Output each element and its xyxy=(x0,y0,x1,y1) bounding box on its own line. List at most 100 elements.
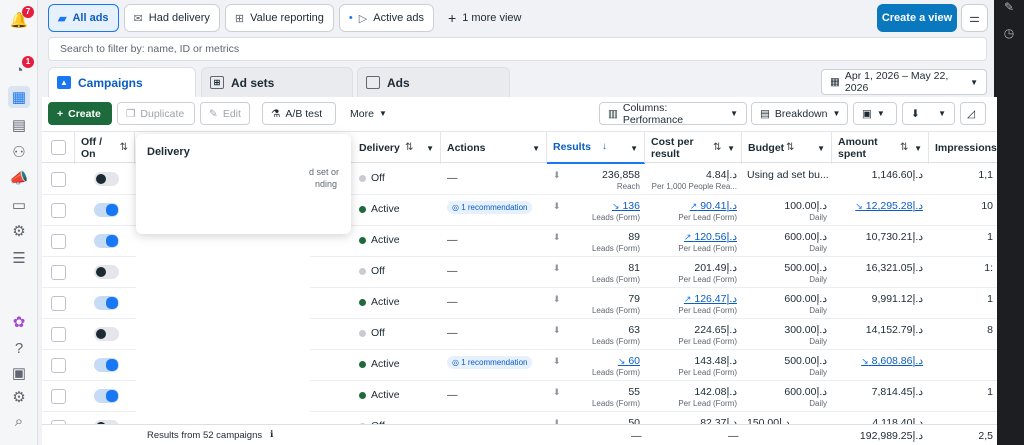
actions-value: — xyxy=(447,296,458,308)
budget-header[interactable]: Budget ⇅ ▼ xyxy=(742,132,832,164)
view-had-delivery[interactable]: ✉ Had delivery xyxy=(123,4,220,32)
budget-value: 600.00د.إ xyxy=(784,293,827,305)
events-icon[interactable]: ⚙ xyxy=(12,223,26,240)
on-off-toggle[interactable] xyxy=(94,172,119,186)
ai-assistant-icon[interactable]: ✿ xyxy=(12,314,26,331)
budget-period: Daily xyxy=(809,244,827,253)
breakdown-dropdown[interactable]: ▤ Breakdown ▼ xyxy=(751,102,848,125)
reports-icon[interactable]: ▤ xyxy=(11,117,27,134)
row-checkbox[interactable] xyxy=(51,389,66,404)
caret-down-icon: ▼ xyxy=(730,109,738,118)
table-row[interactable]: Active — ⬇ 89 Leads (Form) ↗ 120.56د.إ P… xyxy=(42,226,997,257)
edit-pencil-icon[interactable]: ✎ xyxy=(1003,0,1015,14)
toggle-knob xyxy=(106,390,118,402)
tab-ads[interactable]: Ads xyxy=(357,67,510,97)
reports-dropdown[interactable]: ▣ ▼ xyxy=(853,102,897,125)
campaigns-table-icon[interactable]: ▦ xyxy=(8,86,30,108)
actions-header[interactable]: Actions ▼ xyxy=(441,132,547,164)
create-view-button[interactable]: Create a view xyxy=(877,4,957,32)
table-row[interactable]: Active ◎ 1 recommendation ⬇ ↘ 60 Leads (… xyxy=(42,350,997,381)
results-value: 63 xyxy=(628,324,640,336)
more-button[interactable]: More ▼ xyxy=(342,102,392,125)
tab-campaigns[interactable]: ▲ Campaigns xyxy=(48,67,196,97)
row-checkbox[interactable] xyxy=(51,203,66,218)
search-filter-input[interactable]: Search to filter by: name, ID or metrics xyxy=(48,37,987,61)
table-row[interactable]: Off — ⬇ 63 Leads (Form) 224.65د.إ Per Le… xyxy=(42,319,997,350)
table-row[interactable]: Active — ⬇ 79 Leads (Form) ↗ 126.47د.إ P… xyxy=(42,288,997,319)
cost-per-result-value[interactable]: ↗ 90.41د.إ xyxy=(689,200,737,212)
tab-ad-sets[interactable]: ⊞ Ad sets xyxy=(201,67,353,97)
on-off-toggle[interactable] xyxy=(94,358,119,372)
account-icon[interactable]: ◔ 1 xyxy=(8,56,34,81)
active-dot-icon: • xyxy=(348,12,353,24)
more-views-button[interactable]: +1 more view xyxy=(448,10,522,26)
history-clock-icon[interactable]: ◷ xyxy=(1003,26,1015,40)
ab-test-button[interactable]: ⚗ A/B test xyxy=(262,102,336,125)
adsets-grid-icon: ⊞ xyxy=(210,76,224,89)
results-value[interactable]: ↘ 60 xyxy=(617,355,640,367)
charts-button[interactable]: ◿ xyxy=(960,102,986,125)
date-range-picker[interactable]: ▦ Apr 1, 2026 – May 22, 2026 ▼ xyxy=(821,69,987,95)
columns-dropdown[interactable]: ▥ Columns: Performance ▼ xyxy=(599,102,747,126)
results-value[interactable]: ↘ 136 xyxy=(612,200,640,212)
row-checkbox[interactable] xyxy=(51,234,66,249)
delivery-header[interactable]: Delivery ⇅ ▼ xyxy=(353,132,441,164)
trend-icon: ↘ xyxy=(855,201,863,211)
row-checkbox[interactable] xyxy=(51,358,66,373)
recommendation-badge[interactable]: ◎ 1 recommendation xyxy=(447,356,533,369)
download-icon: ⬇ xyxy=(911,107,920,120)
view-all-ads[interactable]: ▰ All ads xyxy=(48,4,119,32)
help-icon[interactable]: ? xyxy=(14,339,24,357)
row-checkbox[interactable] xyxy=(51,172,66,187)
on-off-toggle[interactable] xyxy=(94,389,119,403)
on-off-toggle[interactable] xyxy=(94,327,119,341)
play-icon: ▷ xyxy=(358,12,368,25)
cost-per-result-value[interactable]: ↗ 120.56د.إ xyxy=(683,231,737,243)
cost-per-result-header[interactable]: Cost per result ⇅ ▼ xyxy=(645,132,742,164)
cost-per-result-value[interactable]: ↗ 126.47د.إ xyxy=(683,293,737,305)
view-active-ads[interactable]: • ▷ Active ads xyxy=(338,4,434,32)
off-on-header[interactable]: Off / On ⇅ xyxy=(75,132,135,164)
results-header[interactable]: Results ↓ ▼ xyxy=(547,132,645,164)
amount-spent-header[interactable]: Amount spent ⇅ ▼ xyxy=(832,132,929,164)
edit-button[interactable]: ✎ Edit xyxy=(200,102,250,125)
left-nav-rail: 🔔 7 ◔ 1 ▦ ▤ ⚇ 📣 ▭ ⚙ ☰ ✿ ? ▣ ⚙ ⌕ xyxy=(0,0,38,445)
cost-per-result-type: Per 1,000 People Rea... xyxy=(651,182,737,191)
audiences-icon[interactable]: ⚇ xyxy=(12,144,26,161)
row-checkbox[interactable] xyxy=(51,327,66,342)
table-row[interactable]: Off — ⬇ 236,858 Reach 4.84د.إ Per 1,000 … xyxy=(42,164,997,195)
on-off-toggle[interactable] xyxy=(94,265,119,279)
budget-period: Daily xyxy=(809,213,827,222)
search-icon[interactable]: ⌕ xyxy=(14,412,24,430)
on-off-toggle[interactable] xyxy=(94,203,119,217)
notifications-icon[interactable]: 🔔 7 xyxy=(8,6,34,31)
info-icon[interactable]: ℹ xyxy=(270,429,274,439)
on-off-toggle[interactable] xyxy=(94,234,119,248)
row-checkbox[interactable] xyxy=(51,265,66,280)
view-value-reporting[interactable]: ⊞ Value reporting xyxy=(224,4,334,32)
select-all-checkbox[interactable] xyxy=(51,140,66,155)
megaphone-icon[interactable]: 📣 xyxy=(9,170,29,187)
view-settings-button[interactable]: ⚌ xyxy=(961,4,988,32)
impressions-value: 1 xyxy=(987,293,993,305)
toggle-knob xyxy=(96,174,106,184)
caret-down-icon: ▼ xyxy=(914,144,922,153)
cost-per-result-value: 142.08د.إ xyxy=(694,386,737,398)
caret-down-icon: ▼ xyxy=(426,144,434,153)
recommendation-badge[interactable]: ◎ 1 recommendation xyxy=(447,201,533,214)
budget-value: 300.00د.إ xyxy=(784,324,827,336)
news-icon[interactable]: ▣ xyxy=(11,365,27,382)
on-off-toggle[interactable] xyxy=(94,296,119,310)
all-tools-menu-icon[interactable]: ☰ xyxy=(12,250,26,267)
amount-spent-value[interactable]: ↘ 12,295.28د.إ xyxy=(855,200,923,212)
amount-spent-value[interactable]: ↘ 8,608.86د.إ xyxy=(861,355,923,367)
budget-value: 100.00د.إ xyxy=(784,200,827,212)
export-dropdown[interactable]: ⬇ ▼ xyxy=(902,102,955,125)
settings-gear-icon[interactable]: ⚙ xyxy=(12,389,26,406)
duplicate-button[interactable]: ❐ Duplicate xyxy=(117,102,195,125)
row-checkbox[interactable] xyxy=(51,296,66,311)
results-type: Leads (Form) xyxy=(591,213,640,222)
impressions-header[interactable]: Impressions xyxy=(935,142,997,154)
create-button[interactable]: + Create xyxy=(48,102,112,125)
billing-card-icon[interactable]: ▭ xyxy=(11,197,27,214)
